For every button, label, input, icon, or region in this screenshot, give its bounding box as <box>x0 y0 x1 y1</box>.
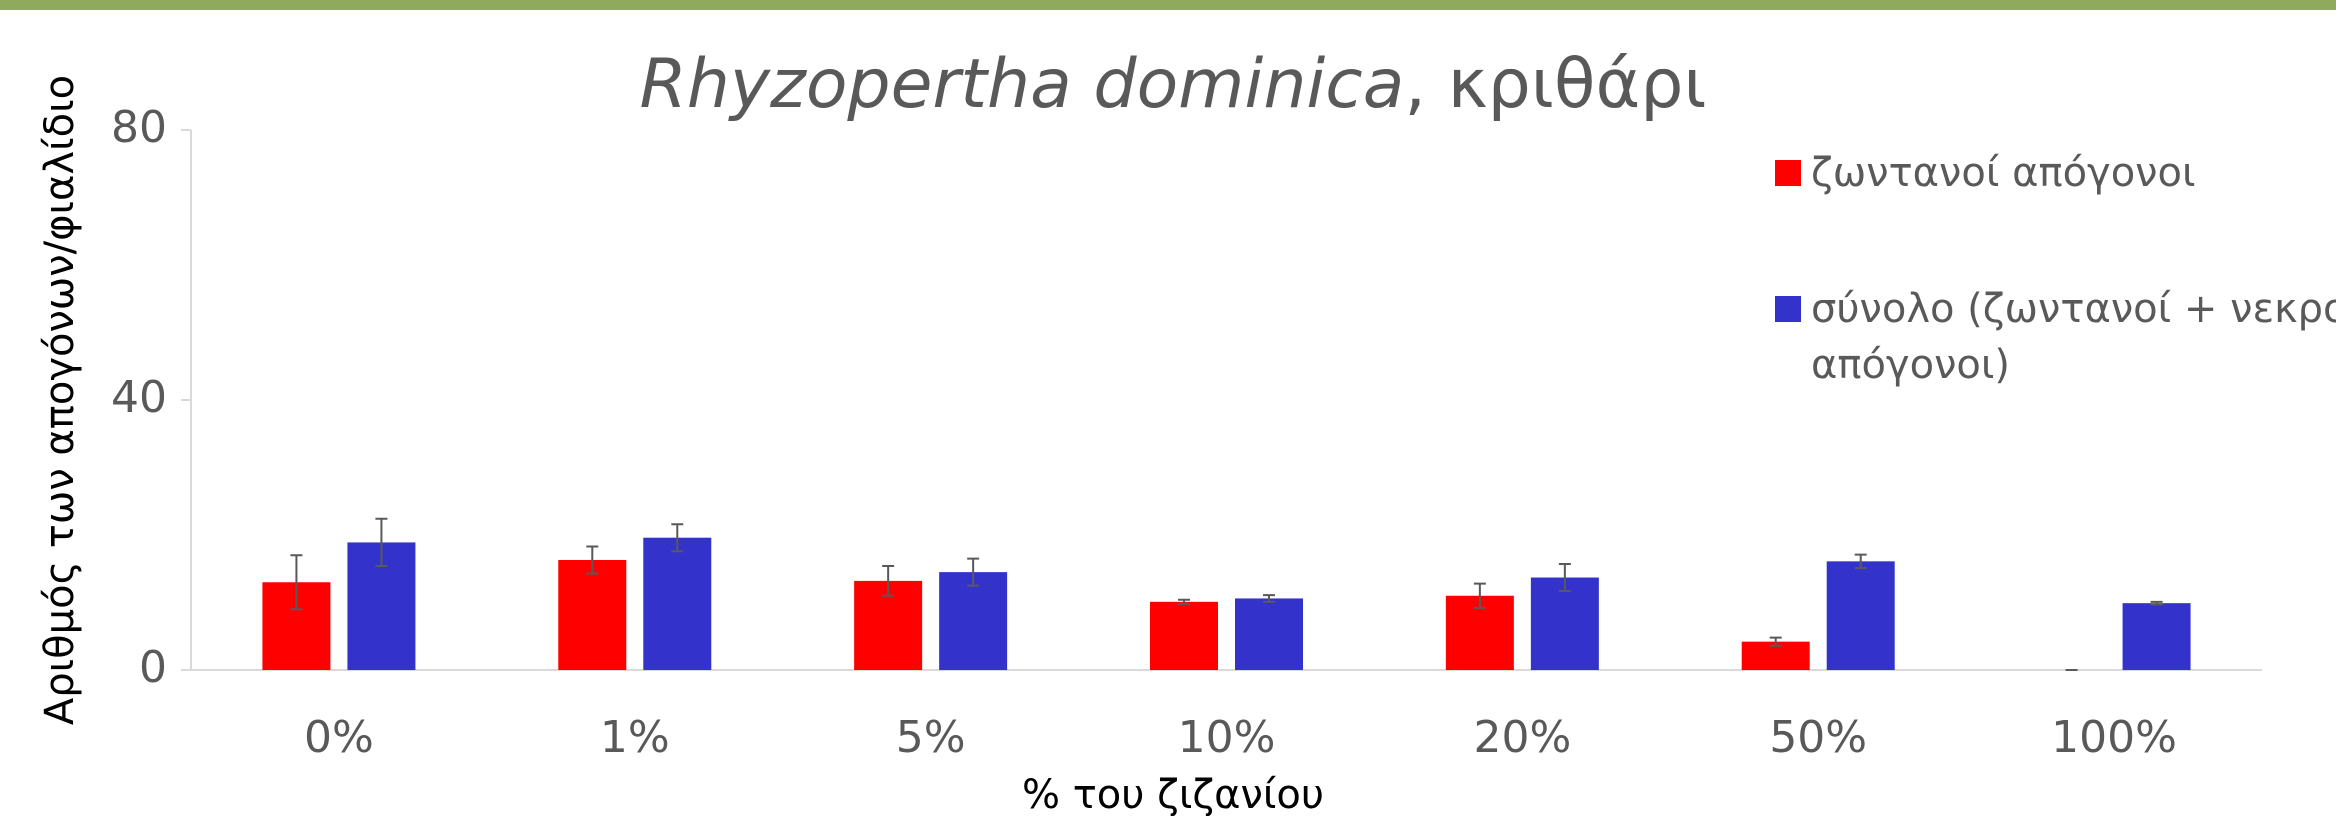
bar <box>1235 598 1303 670</box>
legend-swatch <box>1775 296 1801 322</box>
chart-title: Rhyzopertha dominica, κριθάρι <box>640 45 1707 124</box>
legend: ζωντανοί απόγονοι σύνολο (ζωντανοί + νεκρ… <box>1775 145 2336 473</box>
title-italic: Rhyzopertha dominica <box>640 45 1405 124</box>
error-bar <box>290 554 303 611</box>
x-tick-label: 100% <box>2051 712 2177 763</box>
title-rest: , κριθάρι <box>1404 45 1706 124</box>
bar <box>1530 577 1599 670</box>
error-bar <box>1473 582 1486 609</box>
x-tick-label: 20% <box>1473 712 1571 763</box>
bar <box>2122 603 2191 670</box>
y-axis-title: Αριθμός των απογόνων/φιαλίδιο <box>37 75 83 725</box>
x-tick-label: 5% <box>896 712 966 763</box>
legend-label: σύνολο (ζωντανοί + νεκροί απόγονοι) <box>1811 286 2336 388</box>
bar <box>643 537 712 670</box>
legend-label: ζωντανοί απόγονοι <box>1811 150 2196 196</box>
x-tick-label: 1% <box>600 712 670 763</box>
error-bar <box>1558 563 1571 593</box>
error-bar <box>671 523 684 553</box>
error-bar <box>2150 600 2163 606</box>
bar <box>558 559 627 670</box>
bar <box>1150 601 1218 670</box>
error-bar <box>1769 636 1782 647</box>
error-bar <box>967 557 980 587</box>
error-bar <box>1178 598 1190 605</box>
error-bar <box>882 565 895 597</box>
bar <box>939 572 1008 670</box>
x-tick-label: 10% <box>1178 712 1276 763</box>
top-band <box>0 0 2336 10</box>
error-bar <box>586 545 599 575</box>
error-bar <box>1263 594 1275 603</box>
x-tick-label: 0% <box>304 712 374 763</box>
error-bar <box>375 517 388 568</box>
x-axis-title: % του ζιζανίου <box>1022 772 1324 816</box>
legend-item: σύνολο (ζωντανοί + νεκροί απόγονοι) <box>1775 281 2336 393</box>
bar <box>1826 561 1895 670</box>
legend-item: ζωντανοί απόγονοι <box>1775 145 2336 201</box>
y-tick-label: 0 <box>139 642 167 693</box>
x-tick-label: 50% <box>1769 712 1867 763</box>
legend-swatch <box>1775 160 1801 186</box>
error-bar <box>1854 553 1867 570</box>
y-tick-label: 40 <box>111 372 167 423</box>
y-tick-label: 80 <box>111 102 167 153</box>
